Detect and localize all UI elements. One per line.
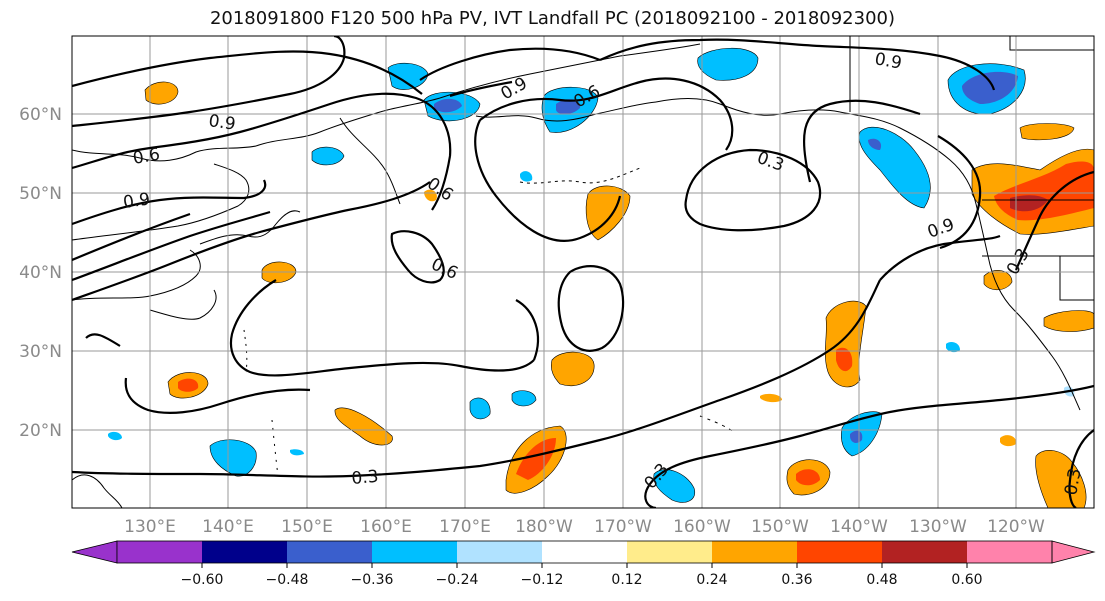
negative-anomaly-patch (520, 171, 533, 182)
positive-anomaly-patch (424, 189, 437, 202)
lon-label: 130°W (909, 517, 967, 537)
negative-anomaly-patch (511, 390, 537, 407)
positive-anomaly-patch (550, 351, 595, 386)
negative-anomaly-patch (946, 342, 960, 353)
contour-label: 0.3 (1061, 467, 1085, 497)
lat-label: 20°N (19, 421, 62, 441)
colorbar-extend-high (1051, 540, 1096, 564)
colorbar-tick-label: −0.60 (181, 572, 224, 588)
positive-anomaly-patch (760, 393, 782, 403)
negative-anomaly-patch (290, 449, 304, 456)
colorbar-tick-label: 0.24 (696, 572, 727, 588)
lon-label: 120°W (987, 517, 1045, 537)
map-frame (71, 35, 1095, 509)
gridlines (72, 36, 1094, 508)
contour-label: 0.9 (873, 49, 903, 73)
positive-anomaly-patch (1000, 435, 1017, 447)
colorbar-swatch (372, 541, 457, 563)
lon-label: 140°E (202, 517, 254, 537)
coastlines (72, 43, 1081, 508)
lon-label: 150°W (751, 517, 809, 537)
colorbar-swatch (287, 541, 372, 563)
colorbar: −0.60 −0.48 −0.36 −0.24 −0.12 0.12 0.24 … (71, 540, 1096, 588)
positive-anomaly-patch (983, 270, 1013, 291)
lat-label: 30°N (19, 342, 62, 362)
lon-label: 180°W (515, 517, 573, 537)
contour-label: 0.9 (207, 111, 237, 135)
contour-label: 0.9 (122, 189, 152, 213)
colorbar-tick-label: 0.60 (951, 572, 982, 588)
pv-contours (72, 36, 1094, 508)
negative-anomaly-patch (697, 47, 759, 81)
colorbar-swatch (457, 541, 542, 563)
colorbar-swatch (797, 541, 882, 563)
colorbar-tick-label: −0.48 (266, 572, 309, 588)
colorbar-swatch (542, 541, 627, 563)
colorbar-tick-label: −0.12 (521, 572, 564, 588)
contour-label: 0.3 (351, 467, 380, 489)
lon-label: 170°W (594, 517, 652, 537)
colorbar-swatch (882, 541, 967, 563)
positive-anomaly-patch (824, 300, 867, 388)
negative-anomaly-patch (653, 469, 696, 503)
lon-label: 170°E (439, 517, 491, 537)
longitude-labels: 130°E 140°E 150°E 160°E 170°E 180°W 170°… (124, 517, 1045, 537)
contour-label: 0.6 (131, 145, 161, 169)
colorbar-tick-label: −0.24 (436, 572, 479, 588)
colorbar-extend-low (71, 540, 118, 564)
latitude-labels: 60°N 50°N 40°N 30°N 20°N (19, 105, 62, 441)
negative-anomaly-patch (108, 431, 122, 441)
colorbar-tick-label: −0.36 (351, 572, 394, 588)
colorbar-swatch (202, 541, 287, 563)
colorbar-tick-label: 0.48 (866, 572, 897, 588)
lat-label: 40°N (19, 263, 62, 283)
negative-anomaly-patch (311, 146, 345, 166)
colorbar-swatch (117, 541, 202, 563)
positive-anomaly-patch (144, 81, 179, 105)
map-title: 2018091800 F120 500 hPa PV, IVT Landfall… (209, 8, 896, 29)
colorbar-swatch (967, 541, 1052, 563)
colorbar-swatch (712, 541, 797, 563)
negative-anomaly-patch (469, 397, 491, 420)
lat-label: 60°N (19, 105, 62, 125)
lat-label: 50°N (19, 184, 62, 204)
colorbar-tick-label: 0.12 (611, 572, 642, 588)
negative-anomaly-patch (209, 439, 257, 477)
positive-anomaly-patch (1043, 310, 1094, 332)
borders (849, 36, 1094, 301)
lon-label: 130°E (124, 517, 176, 537)
lon-label: 140°W (830, 517, 888, 537)
map-panel: 0.9 0.6 0.9 0.6 0.9 0.6 0.6 0.3 0.9 0.9 … (72, 36, 1094, 508)
lon-label: 150°E (281, 517, 333, 537)
lon-label: 160°E (360, 517, 412, 537)
colorbar-tick-label: 0.36 (781, 572, 812, 588)
colorbar-swatch (627, 541, 712, 563)
positive-anomaly-patch (1019, 123, 1075, 141)
lon-label: 160°W (673, 517, 731, 537)
